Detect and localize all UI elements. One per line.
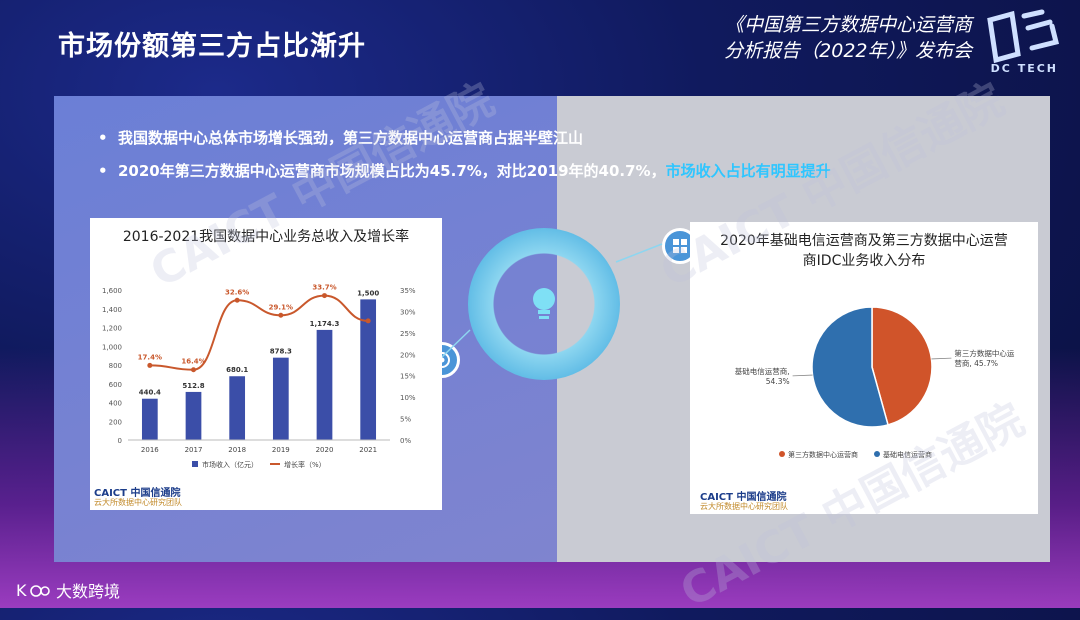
y-left-tick-label: 1,200: [102, 325, 122, 333]
bar: [185, 391, 202, 440]
x-tick-label: 2018: [228, 446, 246, 454]
y-right-tick-label: 15%: [400, 373, 416, 381]
growth-rate-point: [322, 293, 327, 299]
source-brand: CAICT 中国信通院: [700, 492, 787, 503]
dc-tech-logo-icon: [987, 9, 1060, 64]
legend-swatch: [874, 451, 880, 457]
source-team: 云大所数据中心研究团队: [94, 498, 182, 507]
growth-rate-label: 16.4%: [181, 358, 205, 366]
pie-label: 营商, 45.7%: [954, 358, 998, 368]
event-title-line2: 分析报告（2022年）》发布会: [724, 40, 972, 62]
bar: [360, 299, 377, 440]
bar-value-label: 878.3: [270, 348, 292, 356]
event-title: 《中国第三方数据中心运营商 分析报告（2022年）》发布会: [724, 12, 972, 64]
pie-label: 54.3%: [766, 377, 790, 386]
y-left-tick-label: 1,600: [102, 287, 122, 295]
pie-leader-line: [931, 357, 952, 360]
x-tick-label: 2020: [316, 446, 334, 454]
bullet-text: 2020年第三方数据中心运营商市场规模占比为45.7%，对比2019年的40.7…: [118, 162, 666, 180]
bar: [316, 329, 333, 440]
y-left-tick-label: 400: [109, 400, 122, 408]
growth-rate-label: 29.1%: [269, 303, 293, 311]
bullet-text: 我国数据中心总体市场增长强劲，第三方数据中心运营商占据半壁江山: [118, 129, 584, 147]
y-right-tick-label: 0%: [400, 437, 411, 445]
legend-label: 增长率（%）: [284, 460, 326, 469]
legend-swatch: [779, 451, 785, 457]
chart-title: 2016-2021我国数据中心业务总收入及增长率: [122, 229, 410, 245]
page-title: 市场份额第三方占比渐升: [58, 31, 366, 62]
y-right-tick-label: 10%: [400, 394, 416, 402]
x-tick-label: 2021: [359, 446, 377, 454]
growth-rate-point: [234, 297, 240, 303]
y-left-tick-label: 1,400: [102, 306, 122, 314]
bar-value-label: 1,174.3: [310, 320, 340, 328]
y-right-tick-label: 25%: [400, 330, 416, 338]
pie-label: 第三方数据中心运: [954, 348, 1014, 358]
revenue-bar-line-chart: 440.4 512.8 680.1 878.3 1,174.3 1,500 17.4% 16.…: [102, 284, 416, 469]
growth-rate-label: 17.4%: [138, 353, 162, 361]
legend-label: 基础电信运营商: [883, 450, 932, 459]
growth-rate-label: 32.6%: [225, 288, 249, 296]
source-brand: CAICT 中国信通院: [94, 488, 181, 499]
y-right-tick-label: 30%: [400, 308, 416, 316]
pie-label: 基础电信运营商,: [735, 366, 790, 376]
x-tick-label: 2019: [272, 446, 290, 454]
footer-logo-text: 大数跨境: [56, 582, 121, 601]
source-team: 云大所数据中心研究团队: [700, 502, 788, 511]
y-right-tick-label: 35%: [400, 287, 416, 295]
bullet-dot: •: [98, 129, 108, 147]
pie-leader-line: [792, 374, 813, 377]
growth-rate-point: [147, 362, 153, 368]
bar-value-label: 1,500: [357, 289, 379, 297]
growth-rate-point: [365, 318, 371, 324]
growth-rate-label: 33.7%: [312, 284, 336, 292]
footer-logo-icon: K: [16, 581, 50, 600]
idc-revenue-pie-chart: 第三方数据中心运营商, 45.7% 基础电信运营商,54.3% 第三方数据中心运营商…: [735, 306, 1015, 459]
y-left-tick-label: 800: [109, 362, 122, 370]
legend-label: 市场收入（亿元）: [202, 460, 258, 469]
growth-rate-point: [278, 312, 284, 318]
bullet-list: • 我国数据中心总体市场增长强劲，第三方数据中心运营商占据半壁江山 • 2020年第…: [98, 122, 831, 188]
growth-rate-point: [191, 367, 196, 373]
bar-value-label: 440.4: [139, 389, 161, 397]
pie-slice: [871, 306, 933, 426]
bar-value-label: 680.1: [226, 366, 248, 374]
lightbulb-icon: [533, 288, 555, 319]
x-tick-label: 2017: [185, 446, 203, 454]
y-left-tick-label: 0: [118, 437, 122, 445]
y-left-tick-label: 600: [109, 381, 122, 389]
bar-value-label: 512.8: [182, 382, 204, 390]
y-right-tick-label: 20%: [400, 351, 416, 359]
chart-title-line2: 商IDC业务收入分布: [802, 253, 926, 269]
chart-title-line1: 2020年基础电信运营商及第三方数据中心运营: [720, 233, 1008, 249]
pie-chart-card: 2020年基础电信运营商及第三方数据中心运营 商IDC业务收入分布 第三方数据中…: [690, 222, 1038, 514]
bullet-highlight: 市场收入占比有明显提升: [665, 162, 831, 180]
bullet-item: • 2020年第三方数据中心运营商市场规模占比为45.7%，对比2019年的40.…: [98, 155, 831, 188]
bar: [272, 357, 289, 440]
legend-label: 第三方数据中心运营商: [788, 450, 858, 459]
bar: [141, 398, 158, 440]
brand-name: DC TECH: [990, 62, 1058, 75]
bullet-item: • 我国数据中心总体市场增长强劲，第三方数据中心运营商占据半壁江山: [98, 122, 831, 155]
revenue-chart-card: 2016-2021我国数据中心业务总收入及增长率 440.4 512.8 680.1…: [90, 218, 442, 510]
svg-text:K: K: [16, 581, 27, 600]
legend-bar-swatch: [192, 461, 198, 467]
event-title-line1: 《中国第三方数据中心运营商: [724, 14, 972, 36]
x-tick-label: 2016: [141, 446, 159, 454]
y-right-tick-label: 5%: [400, 416, 411, 424]
bar: [229, 376, 246, 440]
bullet-dot: •: [98, 162, 108, 180]
footer-logo: K 大数跨境: [16, 578, 120, 602]
y-left-tick-label: 1,000: [102, 343, 122, 351]
y-left-tick-label: 200: [109, 418, 122, 426]
